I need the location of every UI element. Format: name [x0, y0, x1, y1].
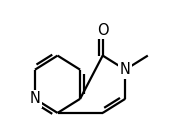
- Text: N: N: [29, 91, 40, 106]
- Text: O: O: [97, 23, 108, 38]
- Text: N: N: [120, 62, 131, 77]
